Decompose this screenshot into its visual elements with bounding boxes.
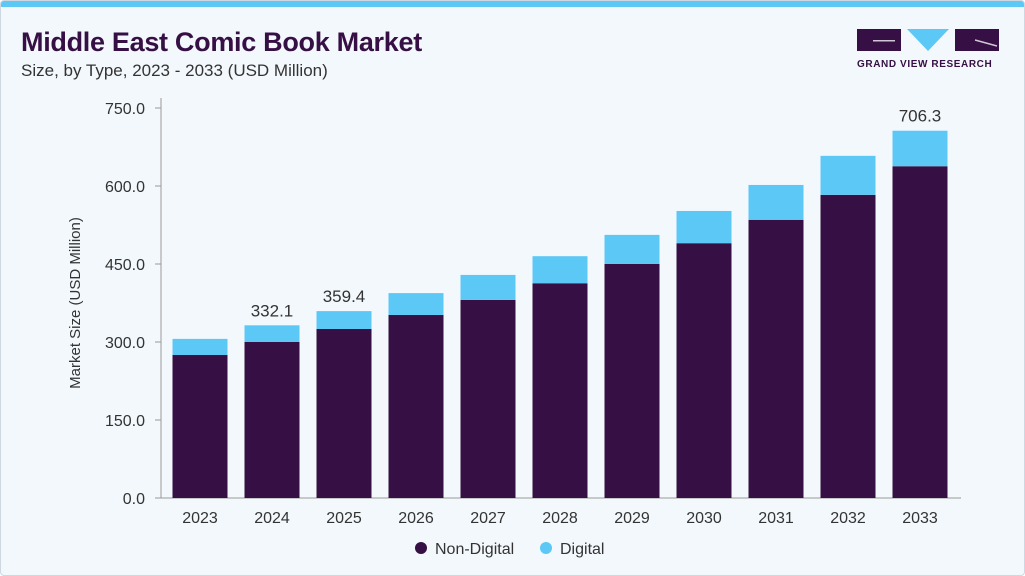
logo-text: GRAND VIEW RESEARCH bbox=[857, 59, 993, 70]
x-tick-label: 2033 bbox=[902, 510, 938, 527]
x-tick-label: 2030 bbox=[686, 510, 722, 527]
bar-digital-2032 bbox=[820, 155, 876, 195]
y-tick-label: 600.0 bbox=[105, 179, 145, 196]
bar-digital-2030 bbox=[676, 210, 732, 244]
x-tick-label: 2028 bbox=[542, 510, 578, 527]
gvr-logo bbox=[857, 29, 999, 51]
x-tick-label: 2032 bbox=[830, 510, 866, 527]
y-axis-label: Market Size (USD Million) bbox=[67, 217, 84, 389]
y-tick-label: 450.0 bbox=[105, 257, 145, 274]
bar-digital-2033 bbox=[892, 130, 948, 167]
legend-marker-digital bbox=[540, 542, 552, 554]
bar-non-digital-2027 bbox=[460, 299, 516, 498]
y-tick-label: 150.0 bbox=[105, 413, 145, 430]
x-tick-label: 2029 bbox=[614, 510, 650, 527]
bar-digital-2027 bbox=[460, 274, 516, 300]
x-tick-label: 2024 bbox=[254, 510, 290, 527]
legend-marker-non-digital bbox=[415, 542, 427, 554]
x-tick-label: 2026 bbox=[398, 510, 434, 527]
bar-non-digital-2029 bbox=[604, 264, 660, 498]
bar-non-digital-2032 bbox=[820, 194, 876, 498]
bar-digital-2026 bbox=[388, 293, 444, 315]
bar-non-digital-2026 bbox=[388, 314, 444, 498]
chart-subtitle: Size, by Type, 2023 - 2033 (USD Million) bbox=[21, 61, 328, 80]
bar-digital-2023 bbox=[172, 338, 228, 355]
y-tick-label: 0.0 bbox=[123, 491, 145, 508]
bar-non-digital-2028 bbox=[532, 283, 588, 498]
x-tick-label: 2023 bbox=[182, 510, 218, 527]
legend-label: Non-Digital bbox=[435, 541, 514, 558]
y-tick-label: 300.0 bbox=[105, 335, 145, 352]
bar-digital-2028 bbox=[532, 256, 588, 284]
y-tick-label: 750.0 bbox=[105, 101, 145, 118]
bar-digital-2024 bbox=[244, 325, 300, 342]
bar-non-digital-2025 bbox=[316, 329, 372, 498]
x-tick-label: 2027 bbox=[470, 510, 506, 527]
accent-bar bbox=[1, 1, 1024, 7]
x-tick-label: 2025 bbox=[326, 510, 362, 527]
bar-non-digital-2030 bbox=[676, 243, 732, 498]
bar-non-digital-2031 bbox=[748, 219, 804, 499]
data-label: 332.1 bbox=[251, 301, 294, 320]
bar-non-digital-2023 bbox=[172, 355, 228, 498]
data-label: 359.4 bbox=[323, 287, 366, 306]
legend-label: Digital bbox=[560, 541, 604, 558]
bar-non-digital-2033 bbox=[892, 166, 948, 499]
bar-non-digital-2024 bbox=[244, 342, 300, 498]
bar-digital-2029 bbox=[604, 234, 660, 264]
x-tick-label: 2031 bbox=[758, 510, 794, 527]
chart-title: Middle East Comic Book Market bbox=[21, 27, 422, 57]
bar-digital-2031 bbox=[748, 184, 804, 220]
data-label: 706.3 bbox=[899, 107, 942, 126]
bar-digital-2025 bbox=[316, 311, 372, 329]
